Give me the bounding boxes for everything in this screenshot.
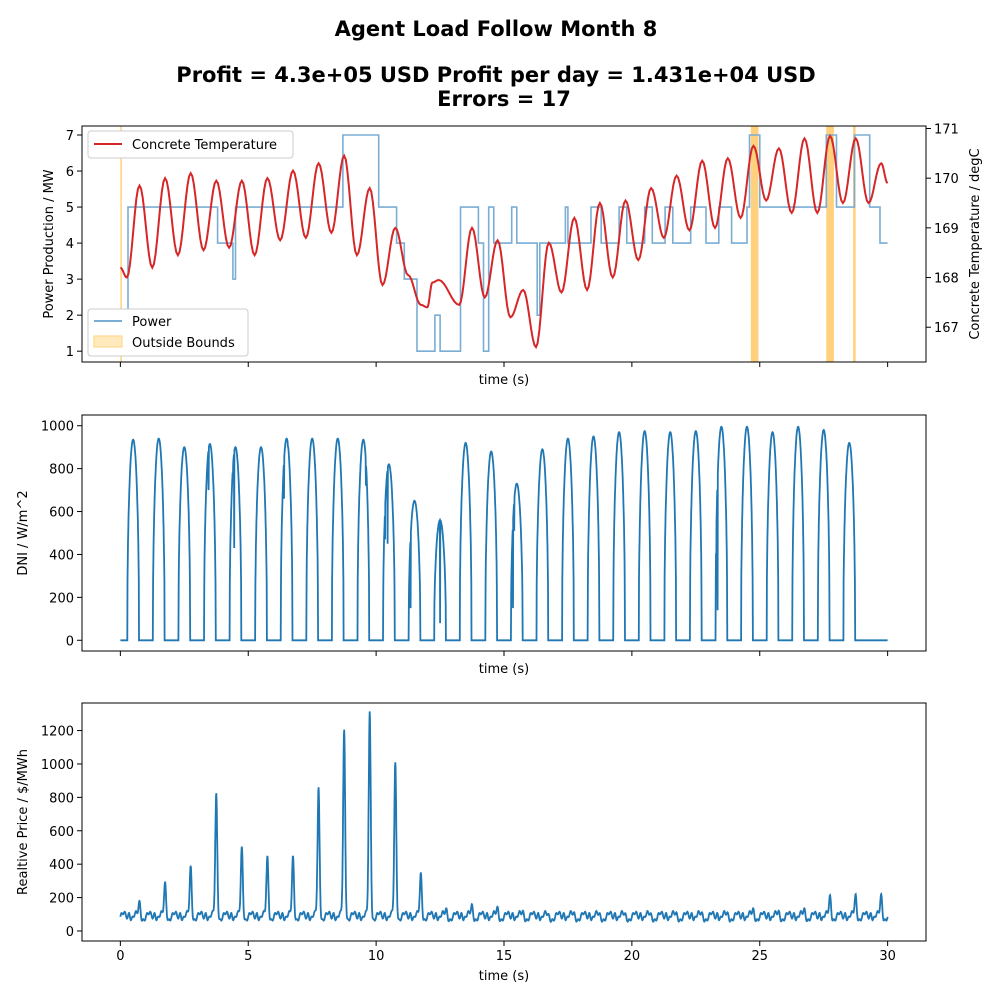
figure-errors: Errors = 17 [437, 87, 571, 111]
y-tick-label: 5 [66, 201, 74, 216]
y-tick-label: 1200 [41, 725, 74, 740]
y-tick-label: 6 [66, 165, 74, 180]
y-tick-label: 600 [49, 506, 74, 521]
power-temperature-panel: 1 2 3 4 5 6 7 167 168 169 170 171 [66, 122, 959, 367]
y-tick-label: 1000 [41, 758, 74, 773]
outside-bounds-region [826, 126, 834, 362]
legend-power-label: Power [132, 315, 172, 330]
outside-bounds-region [750, 126, 759, 362]
x-tick-label: 10 [368, 949, 385, 964]
y-tick-label: 7 [66, 129, 74, 144]
power-ylabel: Power Production / MW [42, 169, 57, 318]
y-tick-label: 800 [49, 791, 74, 806]
dni-ylabel: DNI / W/m^2 [16, 490, 31, 575]
power-legend: Power Outside Bounds [87, 308, 249, 357]
dni-panel: 0 200 400 600 800 1000 [41, 414, 927, 656]
y-right-tick-label: 169 [934, 222, 959, 237]
y-tick-label: 400 [49, 858, 74, 873]
y-tick-label: 0 [66, 634, 74, 649]
power-xlabel: time (s) [479, 373, 529, 388]
x-tick-label: 20 [624, 949, 641, 964]
y-tick-label: 4 [66, 237, 74, 252]
temperature-series-line [119, 133, 889, 350]
y-right-tick-label: 171 [934, 122, 959, 137]
dni-xlabel: time (s) [479, 662, 529, 677]
x-tick-label: 15 [496, 949, 513, 964]
y-right-tick-label: 167 [934, 321, 959, 336]
outside-bounds-region [853, 126, 856, 362]
price-ylabel: Realtive Price / $/MWh [16, 749, 31, 895]
figure-subtitle: Profit = 4.3e+05 USD Profit per day = 1.… [176, 63, 815, 87]
y-tick-label: 200 [49, 892, 74, 907]
x-tick-label: 5 [244, 949, 252, 964]
y-tick-label: 400 [49, 548, 74, 563]
y-tick-label: 0 [66, 925, 74, 940]
y-tick-label: 800 [49, 463, 74, 478]
x-tick-label: 0 [116, 949, 124, 964]
legend-temperature-label: Concrete Temperature [132, 138, 277, 153]
y-tick-label: 200 [49, 591, 74, 606]
y-tick-label: 3 [66, 273, 74, 288]
price-xlabel: time (s) [479, 969, 529, 984]
dni-series-line [120, 425, 888, 642]
y-right-tick-label: 170 [934, 172, 959, 187]
legend-bounds-label: Outside Bounds [132, 336, 235, 351]
price-series-line [119, 711, 889, 923]
y-right-tick-label: 168 [934, 272, 959, 287]
outside-bounds-region [120, 126, 122, 362]
y-tick-label: 1000 [41, 420, 74, 435]
y-tick-label: 600 [49, 825, 74, 840]
temperature-ylabel: Concrete Temperature / degC [968, 148, 983, 339]
x-tick-label: 25 [751, 949, 768, 964]
temperature-legend: Concrete Temperature [87, 130, 294, 159]
price-panel: 0 5 10 15 20 25 30 0 200 400 600 800 1000 1200 [41, 702, 927, 964]
x-tick-label: 30 [879, 949, 896, 964]
y-tick-label: 2 [66, 309, 74, 324]
figure-title: Agent Load Follow Month 8 [335, 17, 658, 41]
y-tick-label: 1 [66, 345, 74, 360]
